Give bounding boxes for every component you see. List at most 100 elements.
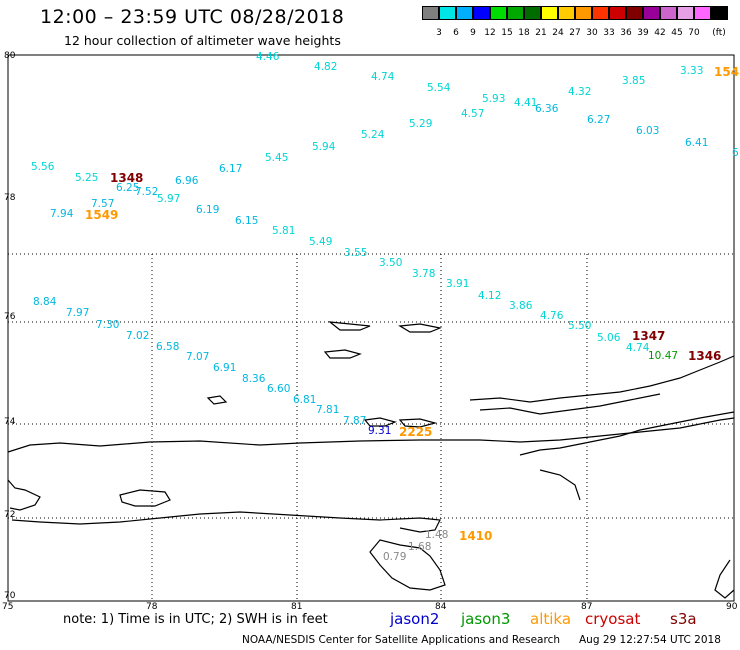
- coastlines: [7, 321, 735, 599]
- color-swatch: [422, 6, 439, 20]
- color-scale-tick: 6: [453, 28, 459, 38]
- wave-height-value: 5.56: [31, 161, 55, 173]
- wave-height-value: 5.97: [157, 193, 180, 205]
- wave-height-value: 6.25: [116, 182, 139, 194]
- color-swatch: [541, 6, 558, 20]
- wave-height-value: 8.36: [242, 373, 266, 385]
- color-swatch: [439, 6, 456, 20]
- wave-height-value: 4.57: [461, 108, 484, 120]
- wave-height-value: 5.49: [309, 236, 332, 248]
- coastline-islands-east-1: [469, 355, 735, 403]
- map-frame: [7, 54, 735, 602]
- wave-height-value: 3.91: [446, 278, 469, 290]
- color-scale-tick: 18: [518, 28, 530, 38]
- wave-height-value: 5.25: [75, 172, 98, 184]
- satellite-jason2: jason2: [390, 610, 440, 628]
- credit-line: NOAA/NESDIS Center for Satellite Applica…: [242, 634, 560, 646]
- satellite-altika: altika: [530, 610, 572, 628]
- satellite-jason3: jason3: [461, 610, 511, 628]
- wave-height-value: 0.79: [383, 551, 406, 563]
- footer-note: note: 1) Time is in UTC; 2) SWH is in fe…: [63, 612, 328, 627]
- color-swatch: [711, 6, 728, 20]
- color-scale-tick: 36: [620, 28, 632, 38]
- lat-label: 78: [4, 193, 16, 203]
- wave-height-value: 6.03: [636, 125, 659, 137]
- wave-height-value: 10.47: [648, 350, 678, 362]
- wave-height-value: 6.81: [293, 394, 316, 406]
- chart-title: 12:00 – 23:59 UTC 08/28/2018: [40, 6, 345, 28]
- color-swatch: [524, 6, 541, 20]
- color-swatch: [694, 6, 711, 20]
- coastline-island-large: [119, 489, 171, 507]
- color-swatch: [609, 6, 626, 20]
- coastline-southeast: [714, 559, 735, 599]
- color-scale-tick: 24: [552, 28, 564, 38]
- color-swatch: [626, 6, 643, 20]
- wave-height-value: 3.78: [412, 268, 435, 280]
- color-swatch: [558, 6, 575, 20]
- coastline-river: [539, 469, 581, 501]
- wave-height-value: 7.52: [135, 186, 158, 198]
- color-scale-tick: 42: [654, 28, 666, 38]
- color-scale-tick: 70: [688, 28, 700, 38]
- lon-label: 84: [435, 602, 447, 612]
- wave-height-value: 6.91: [213, 362, 236, 374]
- lat-label: 76: [4, 312, 16, 322]
- wave-height-value: 7.30: [96, 319, 119, 331]
- color-scale-unit: (ft): [712, 28, 726, 38]
- wave-height-value: 4.46: [256, 51, 280, 63]
- wave-height-value: 1.68: [408, 541, 431, 553]
- pass-time-label: 154: [714, 65, 739, 79]
- wave-height-value: 7.81: [316, 404, 339, 416]
- wave-height-value: 7.07: [186, 351, 209, 363]
- wave-height-value: 5.93: [482, 93, 505, 105]
- color-swatch: [507, 6, 524, 20]
- coastline-island-3: [398, 323, 443, 333]
- coastline-island-1: [323, 349, 362, 359]
- color-scale-tick: 33: [603, 28, 615, 38]
- wave-height-value: 5.06: [597, 332, 621, 344]
- wave-height-value: 3.50: [379, 257, 402, 269]
- wave-height-value: 4.32: [568, 86, 591, 98]
- wave-height-value: 7.97: [66, 307, 89, 319]
- color-swatch: [490, 6, 507, 20]
- color-swatch: [473, 6, 490, 20]
- color-scale-tick: 45: [671, 28, 683, 38]
- coastline-island-6: [206, 395, 228, 405]
- chart-subtitle: 12 hour collection of altimeter wave hei…: [64, 33, 341, 48]
- wave-height-value: 5.81: [272, 225, 295, 237]
- coastline-mainland: [7, 417, 735, 453]
- lat-label: 80: [4, 51, 16, 61]
- wave-height-value: 5.29: [409, 118, 432, 130]
- pass-time-label: 1346: [688, 349, 721, 363]
- lon-label: 78: [146, 602, 158, 612]
- wave-height-value: 1.48: [425, 529, 448, 541]
- color-scale-tick: 21: [535, 28, 547, 38]
- wave-height-value: 4.41: [514, 97, 537, 109]
- wave-height-value: 6.36: [535, 103, 559, 115]
- wave-height-value: 7.57: [91, 198, 114, 210]
- wave-height-value: 4.12: [478, 290, 501, 302]
- time-labels: 1348 1549 154 1347 1346 2225 1410: [85, 65, 739, 543]
- color-swatch: [677, 6, 694, 20]
- wave-height-value: 3.33: [680, 65, 703, 77]
- pass-time-label: 1549: [85, 208, 118, 222]
- color-swatch: [643, 6, 660, 20]
- color-scale-tick: 39: [637, 28, 649, 38]
- wave-height-value: 8.84: [33, 296, 57, 308]
- wave-height-value: 5.54: [427, 82, 451, 94]
- wave-height-value: 3.86: [509, 300, 533, 312]
- lon-label: 90: [726, 602, 738, 612]
- wave-height-value: 6.60: [267, 383, 290, 395]
- wave-height-value: 6.41: [685, 137, 708, 149]
- satellite-s3a: s3a: [670, 610, 697, 628]
- coastline-island-4: [363, 417, 397, 427]
- wave-height-value: 7.02: [126, 330, 149, 342]
- wave-height-value: 6.17: [219, 163, 242, 175]
- wave-height-value: 3.55: [344, 247, 367, 259]
- wave-height-value: 7.87: [343, 415, 366, 427]
- lon-label: 87: [581, 602, 593, 612]
- color-swatch: [456, 6, 473, 20]
- coastline-island-5: [398, 418, 438, 428]
